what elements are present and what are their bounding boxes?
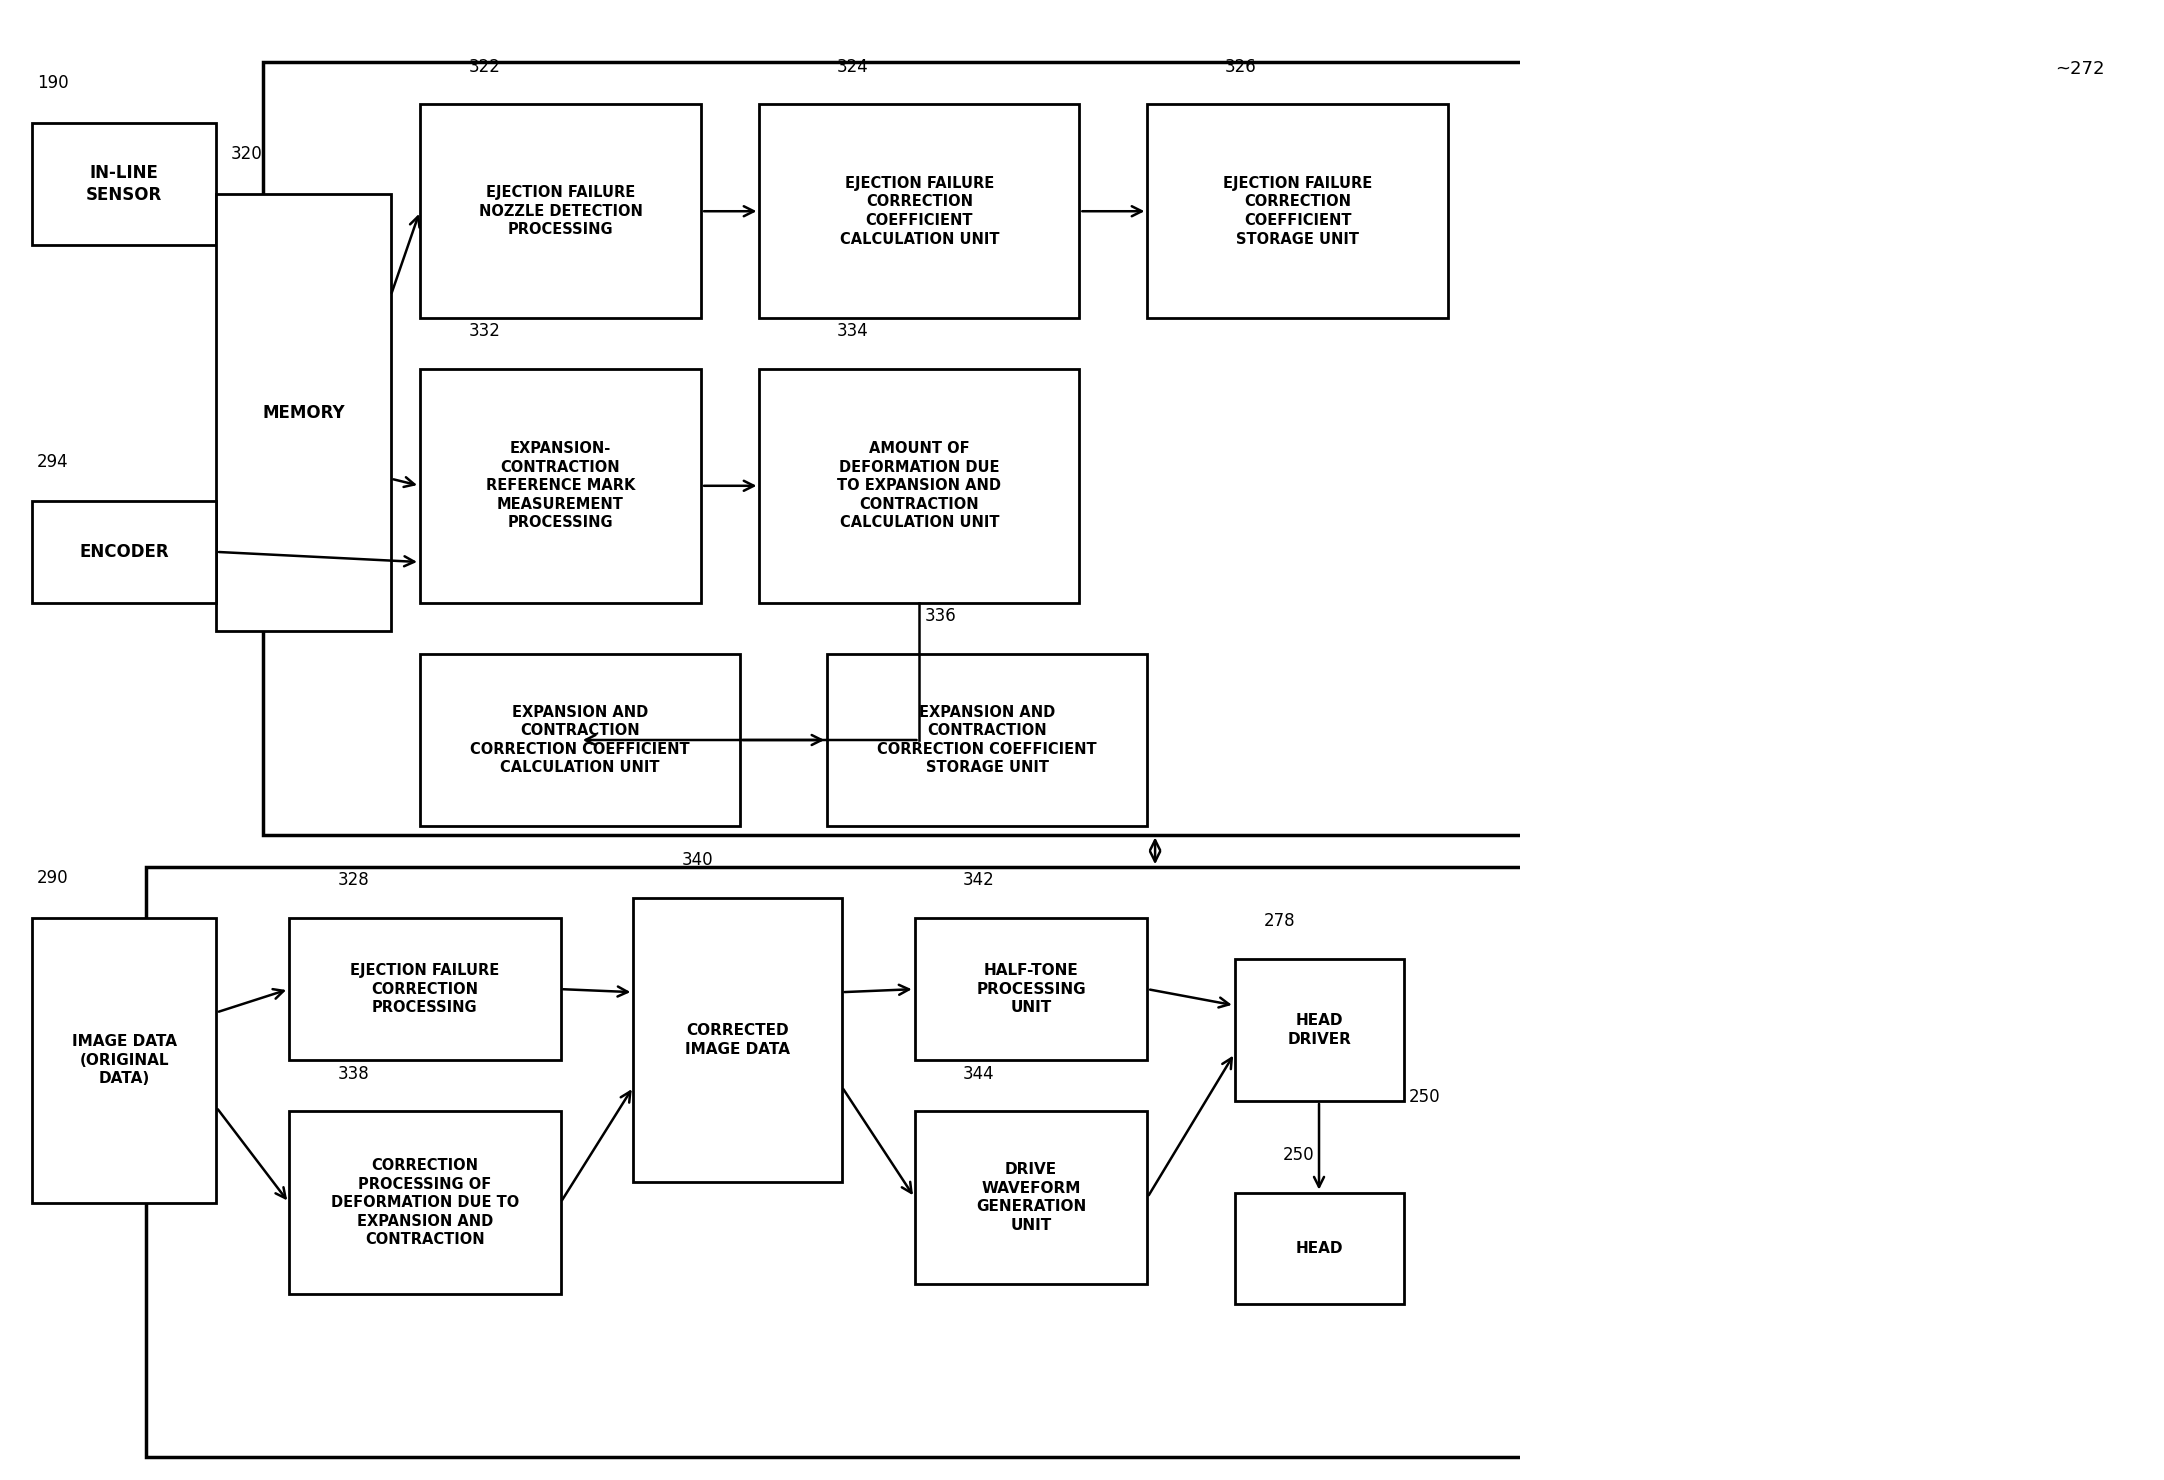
Bar [262,62,2047,835]
Text: 328: 328 [338,872,370,889]
Text: HEAD: HEAD [1296,1240,1344,1257]
Bar [420,654,740,826]
Text: 326: 326 [1225,58,1257,75]
Text: 320: 320 [232,145,262,163]
Text: 322: 322 [467,58,500,75]
Text: ~272: ~272 [2056,59,2106,78]
Bar [915,1111,1147,1285]
Text: CORRECTION
PROCESSING OF
DEFORMATION DUE TO
EXPANSION AND
CONTRACTION: CORRECTION PROCESSING OF DEFORMATION DUE… [331,1157,519,1248]
Text: 342: 342 [963,872,995,889]
Text: 344: 344 [963,1064,995,1083]
Text: 190: 190 [37,74,69,92]
Text: MEMORY: MEMORY [262,404,344,422]
Bar [420,105,701,318]
Bar [290,918,560,1060]
Bar [216,194,392,630]
Text: HALF-TONE
PROCESSING
UNIT: HALF-TONE PROCESSING UNIT [976,963,1086,1015]
Text: AMOUNT OF
DEFORMATION DUE
TO EXPANSION AND
CONTRACTION
CALCULATION UNIT: AMOUNT OF DEFORMATION DUE TO EXPANSION A… [837,441,1002,530]
Bar [915,918,1147,1060]
Text: 290: 290 [37,869,69,888]
Text: 294: 294 [37,453,69,471]
Text: 250: 250 [1409,1088,1441,1106]
Bar [760,105,1080,318]
Bar [1236,959,1404,1101]
Bar [32,123,216,244]
Text: 324: 324 [837,58,868,75]
Text: EXPANSION AND
CONTRACTION
CORRECTION COEFFICIENT
STORAGE UNIT: EXPANSION AND CONTRACTION CORRECTION COE… [876,704,1097,776]
Bar [634,897,842,1183]
Bar [1236,1193,1404,1304]
Text: 332: 332 [467,323,500,340]
Bar [420,369,701,602]
Bar [290,1111,560,1294]
Bar [32,918,216,1203]
Text: 278: 278 [1264,912,1296,929]
Text: DRIVE
WAVEFORM
GENERATION
UNIT: DRIVE WAVEFORM GENERATION UNIT [976,1162,1086,1233]
Text: HEAD
DRIVER: HEAD DRIVER [1288,1012,1352,1046]
Bar [1147,105,1448,318]
Text: EJECTION FAILURE
NOZZLE DETECTION
PROCESSING: EJECTION FAILURE NOZZLE DETECTION PROCES… [478,185,643,237]
Text: CORRECTED
IMAGE DATA: CORRECTED IMAGE DATA [686,1023,790,1057]
Text: 250: 250 [1283,1146,1316,1165]
Text: IMAGE DATA
(ORIGINAL
DATA): IMAGE DATA (ORIGINAL DATA) [71,1035,177,1086]
Text: 334: 334 [837,323,868,340]
Text: 336: 336 [924,607,956,625]
Text: 340: 340 [682,851,714,869]
Text: EJECTION FAILURE
CORRECTION
COEFFICIENT
STORAGE UNIT: EJECTION FAILURE CORRECTION COEFFICIENT … [1223,176,1372,247]
Text: ENCODER: ENCODER [80,543,169,561]
Bar [827,654,1147,826]
Bar [760,369,1080,602]
Text: EXPANSION-
CONTRACTION
REFERENCE MARK
MEASUREMENT
PROCESSING: EXPANSION- CONTRACTION REFERENCE MARK ME… [487,441,636,530]
Text: IN-LINE
SENSOR: IN-LINE SENSOR [87,164,162,204]
Text: EJECTION FAILURE
CORRECTION
PROCESSING: EJECTION FAILURE CORRECTION PROCESSING [351,963,500,1015]
Text: EXPANSION AND
CONTRACTION
CORRECTION COEFFICIENT
CALCULATION UNIT: EXPANSION AND CONTRACTION CORRECTION COE… [470,704,690,776]
Text: EJECTION FAILURE
CORRECTION
COEFFICIENT
CALCULATION UNIT: EJECTION FAILURE CORRECTION COEFFICIENT … [840,176,1000,247]
Bar [32,502,216,602]
Bar [147,867,1582,1456]
Text: 338: 338 [338,1064,370,1083]
